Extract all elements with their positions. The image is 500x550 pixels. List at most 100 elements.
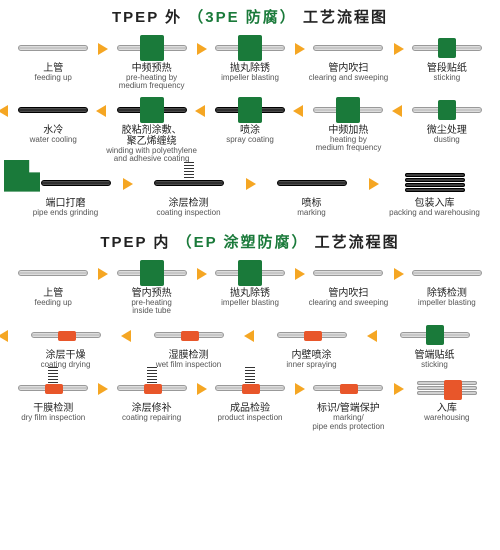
- step-graphic: [4, 375, 102, 401]
- step-graphic: [398, 375, 496, 401]
- step-label-en: inner spraying: [286, 361, 336, 369]
- step-label-en: impeller blasting: [221, 74, 279, 82]
- step-graphic: [398, 260, 496, 286]
- title-pre: TPEP 外: [112, 9, 188, 26]
- flow-step: 喷涂spray coating: [201, 97, 299, 144]
- title-pre-2: TPEP 内: [100, 234, 176, 251]
- step-graphic: [201, 35, 299, 61]
- step-label-en: warehousing: [424, 414, 469, 422]
- step-label-cn: 喷标: [302, 198, 322, 209]
- flow-step: 中频预热pre-heating by medium frequency: [102, 35, 200, 91]
- flow-row: 水冷water cooling胶粘剂涂敷、 聚乙烯缠绕winding with …: [4, 97, 496, 164]
- step-label-en: impeller blasting: [221, 299, 279, 307]
- step-label-cn: 包装入库: [415, 198, 455, 209]
- arrow-left-icon: [0, 330, 8, 342]
- flow-row: 涂层干燥coating drying湿膜检测wet film inspectio…: [4, 322, 496, 369]
- step-label-en: product inspection: [218, 414, 283, 422]
- step-label-en: marking/ pipe ends protection: [312, 414, 384, 431]
- flow-step: 成品检验product inspection: [201, 375, 299, 422]
- step-label-en: clearing and sweeping: [309, 299, 389, 307]
- step-label-en: heating by medium frequency: [316, 136, 382, 153]
- flow-step: 喷标marking: [250, 170, 373, 217]
- flow-row: 干膜检测dry film inspection涂层修补coating repai…: [4, 375, 496, 431]
- flow-row: 端口打磨pipe ends grinding涂层检测coating inspec…: [4, 170, 496, 217]
- step-label-en: pipe ends grinding: [33, 209, 98, 217]
- flow-step: 管端贴纸sticking: [373, 322, 496, 369]
- title-post-2: 工艺流程图: [309, 234, 400, 251]
- step-graphic: [373, 322, 496, 348]
- arrow-left-icon: [0, 105, 8, 117]
- step-graphic: [4, 170, 127, 196]
- flow-step: 抛丸除锈impeller blasting: [201, 35, 299, 82]
- step-graphic: [4, 260, 102, 286]
- step-graphic: [102, 35, 200, 61]
- step-graphic: [127, 322, 250, 348]
- title-ep: TPEP 内 （EP 涂塑防腐） 工艺流程图: [4, 231, 496, 252]
- step-label-en: water cooling: [30, 136, 77, 144]
- section-ep: TPEP 内 （EP 涂塑防腐） 工艺流程图 上管feeding up管内预热p…: [0, 225, 500, 439]
- step-graphic: [398, 35, 496, 61]
- step-label-en: spray coating: [226, 136, 274, 144]
- flow-step: 包装入库packing and warehousing: [373, 170, 496, 217]
- step-label-en: coating repairing: [122, 414, 181, 422]
- step-label-en: marking: [297, 209, 325, 217]
- flow-step: 入库warehousing: [398, 375, 496, 422]
- flow-step: 管内预热pre-heating inside tube: [102, 260, 200, 316]
- flow-step: 标识/管端保护marking/ pipe ends protection: [299, 375, 397, 431]
- step-graphic: [102, 97, 200, 123]
- flow-step: 上管feeding up: [4, 35, 102, 82]
- step-graphic: [250, 322, 373, 348]
- arrow-left-icon: [96, 105, 106, 117]
- arrow-left-icon: [367, 330, 377, 342]
- arrow-left-icon: [293, 105, 303, 117]
- flow-row: 上管feeding up管内预热pre-heating inside tube抛…: [4, 260, 496, 316]
- section-3pe: TPEP 外 （3PE 防腐） 工艺流程图 上管feeding up中频预热pr…: [0, 0, 500, 225]
- step-label-en: pre-heating by medium frequency: [119, 74, 185, 91]
- step-label-en: sticking: [433, 74, 460, 82]
- step-graphic: [299, 97, 397, 123]
- step-graphic: [299, 375, 397, 401]
- title-green: （3PE 防腐）: [188, 9, 297, 26]
- step-graphic: [299, 35, 397, 61]
- arrow-left-icon: [121, 330, 131, 342]
- step-label-en: feeding up: [35, 74, 72, 82]
- flow-row: 上管feeding up中频预热pre-heating by medium fr…: [4, 35, 496, 91]
- title-green-2: （EP 涂塑防腐）: [177, 234, 309, 251]
- flow-step: 内壁喷涂inner spraying: [250, 322, 373, 369]
- step-label-en: clearing and sweeping: [309, 74, 389, 82]
- step-graphic: [4, 322, 127, 348]
- flow-rows-3pe: 上管feeding up中频预热pre-heating by medium fr…: [4, 35, 496, 217]
- step-label-en: wet film inspection: [156, 361, 221, 369]
- step-label-cn: 端口打磨: [46, 198, 86, 209]
- step-label-en: coating inspection: [156, 209, 220, 217]
- step-graphic: [201, 375, 299, 401]
- step-label-en: packing and warehousing: [389, 209, 480, 217]
- title-post: 工艺流程图: [297, 9, 388, 26]
- flow-step: 上管feeding up: [4, 260, 102, 307]
- flow-step: 干膜检测dry film inspection: [4, 375, 102, 422]
- step-graphic: [4, 97, 102, 123]
- step-graphic: [4, 35, 102, 61]
- flow-rows-ep: 上管feeding up管内预热pre-heating inside tube抛…: [4, 260, 496, 431]
- title-3pe: TPEP 外 （3PE 防腐） 工艺流程图: [4, 6, 496, 27]
- flow-step: 涂层修补coating repairing: [102, 375, 200, 422]
- flow-step: 涂层检测coating inspection: [127, 170, 250, 217]
- step-label-en: dry film inspection: [21, 414, 85, 422]
- flow-step: 抛丸除锈impeller blasting: [201, 260, 299, 307]
- step-label-cn: 胶粘剂涂敷、 聚乙烯缠绕: [122, 125, 182, 147]
- arrow-left-icon: [195, 105, 205, 117]
- step-graphic: [102, 260, 200, 286]
- step-label-en: impeller blasting: [418, 299, 476, 307]
- step-label-en: sticking: [421, 361, 448, 369]
- flow-step: 胶粘剂涂敷、 聚乙烯缠绕winding with polyethylene an…: [102, 97, 200, 164]
- flow-step: 管内吹扫clearing and sweeping: [299, 260, 397, 307]
- flow-step: 涂层干燥coating drying: [4, 322, 127, 369]
- flow-step: 端口打磨pipe ends grinding: [4, 170, 127, 217]
- step-graphic: [201, 260, 299, 286]
- step-graphic: [373, 170, 496, 196]
- flow-step: 中频加热heating by medium frequency: [299, 97, 397, 153]
- step-label-en: dusting: [434, 136, 460, 144]
- step-graphic: [299, 260, 397, 286]
- flow-step: 湿膜检测wet film inspection: [127, 322, 250, 369]
- step-graphic: [127, 170, 250, 196]
